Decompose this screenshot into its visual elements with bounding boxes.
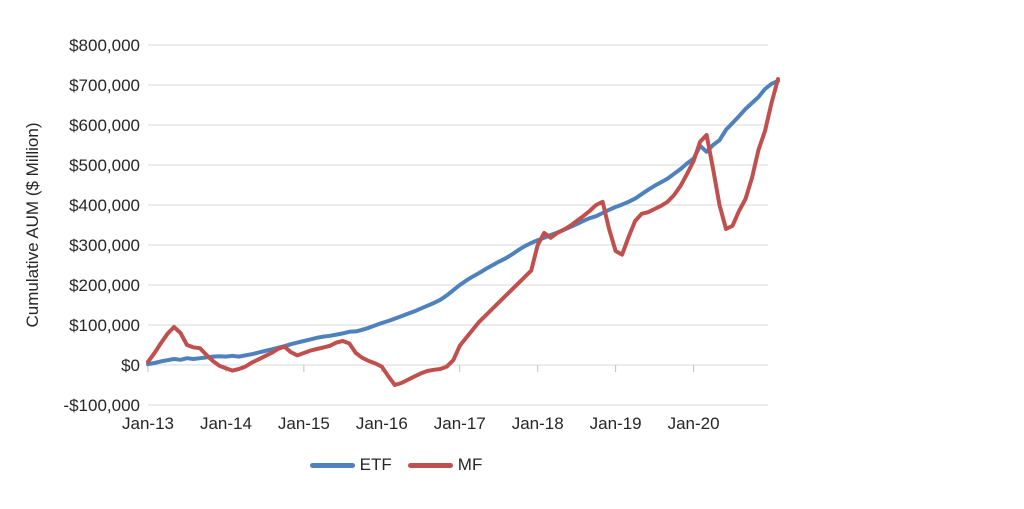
y-tick-label: $600,000	[69, 116, 140, 135]
legend: ETF MF	[0, 455, 792, 475]
etf-line	[146, 79, 780, 367]
legend-label-mf: MF	[457, 455, 483, 474]
y-tick-label: $500,000	[69, 156, 140, 175]
etf-line-swatch-icon	[309, 462, 355, 468]
y-tick-label: $0	[121, 356, 140, 375]
y-tick-label: $100,000	[69, 316, 140, 335]
y-tick-label: $700,000	[69, 76, 140, 95]
x-tick-label: Jan-20	[668, 414, 720, 433]
x-tick-label: Jan-14	[200, 414, 252, 433]
x-tick-label: Jan-13	[122, 414, 174, 433]
y-tick-label: $800,000	[69, 36, 140, 55]
legend-item-etf: ETF	[309, 455, 392, 475]
mf-line-swatch-icon	[407, 462, 453, 468]
x-tick-label: Jan-18	[512, 414, 564, 433]
y-tick-label: $200,000	[69, 276, 140, 295]
legend-item-mf: MF	[407, 455, 483, 475]
x-tick-label: Jan-15	[278, 414, 330, 433]
x-tick-label: Jan-19	[590, 414, 642, 433]
x-tick-label: Jan-17	[434, 414, 486, 433]
y-tick-label: $300,000	[69, 236, 140, 255]
y-axis-title: Cumulative AUM ($ Million)	[23, 122, 42, 328]
mf-line	[146, 77, 780, 387]
y-tick-label: -$100,000	[63, 396, 140, 415]
x-tick-label: Jan-16	[356, 414, 408, 433]
y-tick-label: $400,000	[69, 196, 140, 215]
legend-label-etf: ETF	[359, 455, 392, 474]
